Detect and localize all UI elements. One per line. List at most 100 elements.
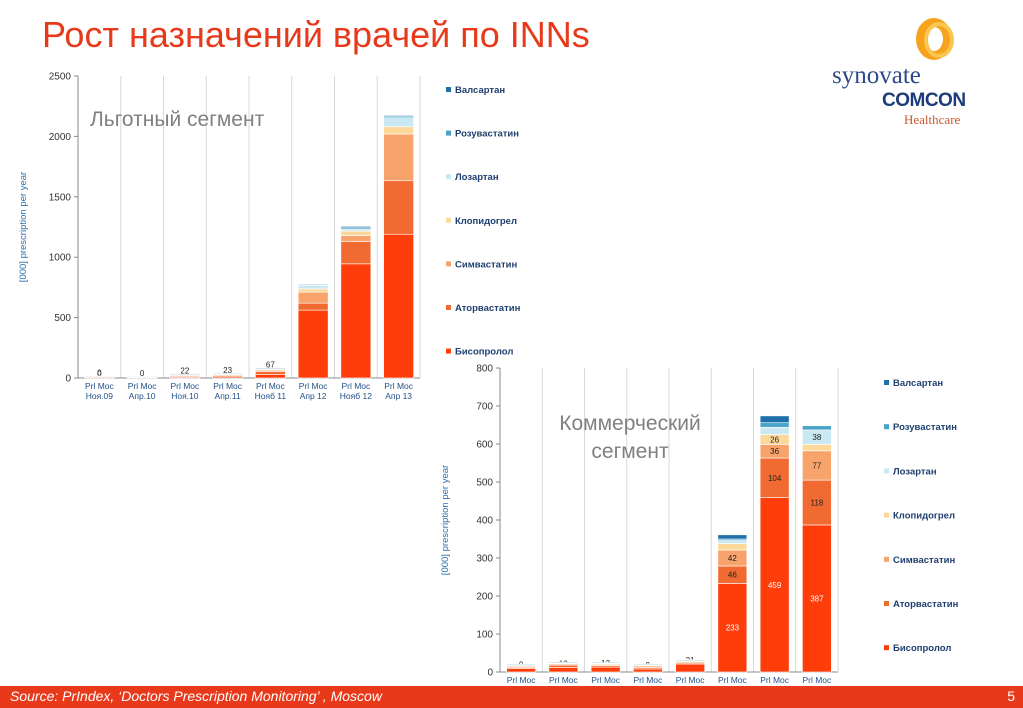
bar-segment [340, 235, 372, 242]
bar-segment [340, 230, 372, 236]
bar-segment [759, 415, 790, 424]
logo-ring-inner-icon [924, 22, 954, 58]
legend-swatch [446, 174, 451, 180]
legend-entry: Лозартан [455, 172, 499, 183]
bar-segment [717, 540, 748, 544]
bar-segment [126, 375, 158, 378]
x-tick-label: Prl Moc [718, 675, 748, 685]
y-tick-label: 2000 [49, 132, 72, 143]
y-tick-label: 0 [487, 668, 493, 679]
bar-segment [297, 288, 329, 293]
y-tick-label: 100 [476, 630, 493, 641]
footer-source: Source: PrIndex, ‘Doctors Prescription M… [10, 688, 382, 704]
bar-segment [717, 534, 748, 540]
bar-segment [212, 372, 243, 375]
legend-entry: Валсартан [893, 378, 943, 389]
legend-entry: Клопидогрел [455, 216, 517, 227]
legend-entry: Бисопролол [455, 347, 513, 358]
bar-segment [717, 543, 748, 551]
bar-segment [759, 422, 790, 428]
legend-swatch [446, 87, 451, 92]
legend-entry: Лозартан [893, 466, 937, 477]
x-tick-label: Prl Moc [128, 381, 158, 391]
bar-data-label: 36 [770, 447, 779, 456]
bar-data-label: 0 [97, 369, 102, 378]
bar-segment [802, 450, 832, 481]
x-tick-label: Prl Moc [760, 675, 790, 685]
y-tick-label: 600 [476, 440, 493, 451]
y-tick-label: 1000 [49, 253, 72, 264]
bar-segment [340, 241, 372, 265]
legend-swatch [446, 348, 451, 354]
legend-entry: Клопидогрел [893, 511, 955, 522]
bar-data-label: 46 [728, 571, 737, 580]
x-tick-label: Prl Moc [549, 675, 579, 685]
bar-total-label: 67 [266, 361, 275, 370]
legend-swatch [884, 601, 889, 606]
legend-swatch [446, 130, 451, 136]
bar-segment [340, 228, 372, 232]
bar-segment [802, 479, 832, 526]
legend-entry: Симвастатин [455, 259, 517, 270]
x-tick-label: Нояб 11 [255, 391, 287, 401]
x-tick-label: Prl Moc [384, 381, 414, 391]
x-tick-label: Апр 13 [385, 391, 412, 401]
bar-total-label: 22 [180, 367, 189, 376]
bar-segment [297, 291, 329, 304]
legend-entry: Розувастатин [455, 129, 519, 140]
bar-segment [548, 664, 579, 668]
segment-label-commercial: Коммерческий сегмент [559, 412, 701, 463]
legend-swatch [884, 556, 889, 562]
bar-segment [506, 663, 536, 666]
logo-word-synovate: synovate [832, 62, 921, 89]
x-tick-label: Prl Moc [507, 675, 537, 685]
legend-entry: Розувастатин [893, 422, 957, 433]
y-tick-label: 500 [476, 478, 493, 489]
legend-swatch [884, 512, 889, 518]
legend-swatch [446, 261, 451, 267]
y-tick-label: 1500 [49, 192, 72, 203]
x-tick-label: Апр.10 [129, 391, 156, 401]
x-tick-label: Prl Moc [676, 675, 706, 685]
bar-segment [383, 117, 414, 128]
x-tick-label: Prl Moc [299, 381, 329, 391]
legend-swatch [884, 645, 889, 651]
bar-segment [383, 133, 414, 182]
x-tick-label: Апр.11 [215, 391, 241, 401]
segment-label-lgotny: Льготный сегмент [90, 108, 265, 131]
bar-segment [383, 115, 414, 117]
x-tick-label: Prl Moc [256, 381, 286, 391]
x-tick-label: Prl Moc [633, 675, 663, 685]
y-tick-label: 2500 [49, 72, 72, 83]
legend-swatch [884, 424, 889, 430]
footer-bar: Source: PrIndex, ‘Doctors Prescription M… [0, 686, 1023, 708]
logo-word-healthcare: Healthcare [904, 112, 961, 127]
x-tick-label: Ноя.10 [171, 391, 199, 401]
x-tick-label: Prl Moc [591, 675, 621, 685]
bar-segment [297, 302, 329, 311]
legend-swatch [446, 217, 451, 223]
legend-swatch [884, 468, 889, 474]
synovate-logo: synovate COMCON Healthcare [828, 18, 978, 128]
bar-segment [633, 663, 663, 666]
bar-data-label: 118 [810, 499, 823, 508]
x-tick-label: Апр 12 [300, 391, 327, 401]
legend-entry: Валсартан [455, 85, 505, 96]
x-tick-label: Prl Moc [341, 381, 371, 391]
bar-data-label: 77 [812, 461, 821, 470]
bar-segment [255, 374, 286, 379]
legend-entry: Аторвастатин [455, 303, 521, 314]
bar-segment [383, 180, 414, 235]
bar-segment [802, 524, 832, 673]
x-tick-label: Prl Moc [170, 381, 200, 391]
bar-segment [675, 659, 705, 661]
bar-segment [297, 309, 329, 379]
bar-data-label: 38 [812, 433, 821, 442]
bar-data-label: 233 [726, 624, 740, 633]
legend-swatch [884, 380, 889, 385]
legend-swatch [446, 305, 451, 310]
y-tick-label: 400 [476, 516, 493, 527]
y-tick-label: 200 [476, 592, 493, 603]
y-axis-label: [000] prescription per year [18, 172, 29, 282]
